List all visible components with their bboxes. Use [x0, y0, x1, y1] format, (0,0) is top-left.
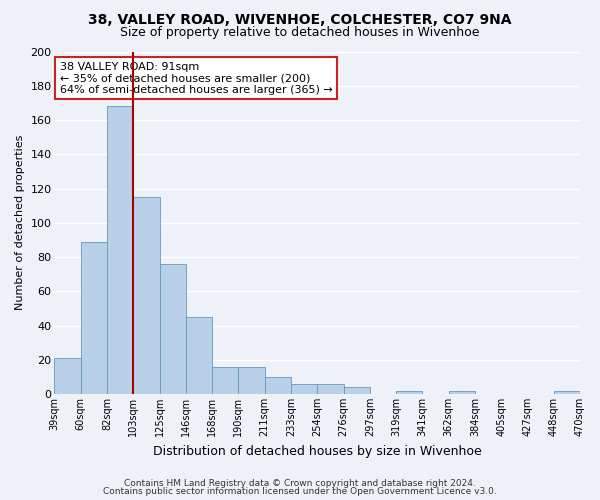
Text: Size of property relative to detached houses in Wivenhoe: Size of property relative to detached ho… [120, 26, 480, 39]
Bar [344, 387, 370, 394]
Y-axis label: Number of detached properties: Number of detached properties [15, 135, 25, 310]
Bar [212, 366, 238, 394]
Bar [449, 390, 475, 394]
Bar [238, 366, 265, 394]
Bar [81, 242, 107, 394]
Text: 38 VALLEY ROAD: 91sqm
← 35% of detached houses are smaller (200)
64% of semi-det: 38 VALLEY ROAD: 91sqm ← 35% of detached … [60, 62, 332, 95]
Bar [107, 106, 133, 394]
Bar [291, 384, 317, 394]
Bar [554, 390, 580, 394]
Bar [317, 384, 344, 394]
Text: 38, VALLEY ROAD, WIVENHOE, COLCHESTER, CO7 9NA: 38, VALLEY ROAD, WIVENHOE, COLCHESTER, C… [88, 12, 512, 26]
Bar [265, 377, 291, 394]
Text: Contains HM Land Registry data © Crown copyright and database right 2024.: Contains HM Land Registry data © Crown c… [124, 478, 476, 488]
Bar [55, 358, 81, 394]
Bar [396, 390, 422, 394]
X-axis label: Distribution of detached houses by size in Wivenhoe: Distribution of detached houses by size … [153, 444, 482, 458]
Text: Contains public sector information licensed under the Open Government Licence v3: Contains public sector information licen… [103, 487, 497, 496]
Bar [186, 317, 212, 394]
Bar [133, 197, 160, 394]
Bar [160, 264, 186, 394]
